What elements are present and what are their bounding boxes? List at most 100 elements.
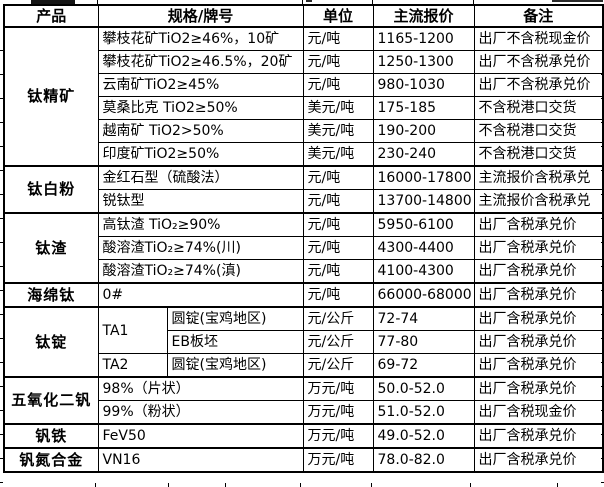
unit-cell: 元/吨 <box>302 236 374 260</box>
spec-cell: 莫桑比克 TiO2≥50% <box>97 96 304 120</box>
header-unit: 单位 <box>302 4 374 28</box>
spec-cell: 99%（粉状） <box>97 400 304 425</box>
crop-artifact-title <box>31 0 75 4</box>
table-row: 钛白粉 金红石型（硫酸法） 元/吨 16000-17800 主流报价含税承兑 <box>3 165 604 214</box>
crop-artifact <box>552 0 603 2</box>
shape-cell: EB板坯 <box>166 330 304 354</box>
spec-cell: 越南矿 TiO2>50% <box>97 119 304 143</box>
note-cell: 不含税港口交货 <box>473 119 604 143</box>
price-cell: 4100-4300 <box>372 259 475 284</box>
header-spec: 规格/牌号 <box>97 4 304 28</box>
crop-artifact <box>470 483 471 487</box>
spec-cell: FeV50 <box>97 423 304 449</box>
crop-artifact <box>97 0 98 4</box>
note-cell: 出厂含税承兑价 <box>473 282 604 308</box>
unit-cell: 万元/吨 <box>302 423 374 449</box>
note-cell: 出厂含税承兑价 <box>473 212 604 237</box>
note-cell: 出厂含税承兑价 <box>473 353 604 378</box>
price-cell: 1165-1200 <box>372 26 475 51</box>
crop-artifact <box>302 0 303 4</box>
crop-artifact <box>306 0 312 2</box>
spec-cell: 0# <box>97 282 304 308</box>
product-cell: 钛白粉 <box>3 165 99 214</box>
price-cell: 230-240 <box>372 142 475 167</box>
table-row: 酸溶渣TiO₂≥74%(川) 元/吨 4300-4400 出厂含税承兑价 <box>4 236 604 260</box>
table-row: 印度矿TiO2≥50% 美元/吨 230-240 不含税港口交货 <box>4 142 604 167</box>
note-cell: 主流报价含税承兑 <box>473 165 604 190</box>
product-cell: 五氧化二钒 <box>3 376 99 425</box>
note-cell: 出厂含税承兑价 <box>473 306 604 331</box>
crop-artifact <box>473 0 474 4</box>
header-product: 产品 <box>3 4 99 28</box>
unit-cell: 元/吨 <box>302 189 374 214</box>
unit-cell: 万元/吨 <box>302 376 374 401</box>
crop-artifact <box>557 483 558 487</box>
spec-cell: 攀枝花矿TiO2≥46.5%，20矿 <box>97 50 304 74</box>
product-cell: 钛精矿 <box>3 26 99 167</box>
table-row: EB板坯 元/公斤 77-80 出厂含税承兑价 <box>4 330 604 354</box>
spec-cell: 攀枝花矿TiO2≥46%，10矿 <box>97 26 304 51</box>
price-cell: 175-185 <box>372 96 475 120</box>
crop-artifact <box>225 483 226 487</box>
table-row: 酸溶渣TiO₂≥74%(滇) 元/吨 4100-4300 出厂含税承兑价 <box>4 259 604 284</box>
price-cell: 49.0-52.0 <box>372 423 475 449</box>
unit-cell: 万元/吨 <box>302 447 374 473</box>
unit-cell: 美元/吨 <box>302 119 374 143</box>
product-cell: 海绵钛 <box>3 282 99 308</box>
price-table: 产品 规格/牌号 单位 主流报价 备注 钛精矿 攀枝花矿TiO2≥46%，10矿… <box>3 4 604 473</box>
price-cell: 980-1030 <box>372 73 475 97</box>
grade-cell: TA1 <box>97 306 168 354</box>
table-row: 钛锭 TA1 圆锭(宝鸡地区) 元/公斤 72-74 出厂含税承兑价 <box>3 306 604 378</box>
table-row: 钛精矿 攀枝花矿TiO2≥46%，10矿 元/吨 1165-1200 出厂不含税… <box>3 26 604 167</box>
header-note: 备注 <box>473 4 604 28</box>
unit-cell: 元/吨 <box>302 50 374 74</box>
unit-cell: 元/公斤 <box>302 353 374 378</box>
table-row: 海绵钛 0# 元/吨 66000-68000 出厂含税承兑价 <box>3 282 604 308</box>
price-cell: 66000-68000 <box>372 282 475 308</box>
note-cell: 出厂不含税现金价 <box>473 26 604 51</box>
note-cell: 不含税港口交货 <box>473 142 604 167</box>
spec-cell: 锐钛型 <box>97 189 304 214</box>
table-row: 99%（粉状） 万元/吨 51.0-52.0 出厂含税现金价 <box>4 400 604 425</box>
price-cell: 1250-1300 <box>372 50 475 74</box>
spec-cell: VN16 <box>97 447 304 473</box>
shape-cell: 圆锭(宝鸡地区) <box>166 353 304 378</box>
crop-artifact <box>95 483 96 487</box>
grade-cell: TA2 <box>97 353 168 378</box>
unit-cell: 元/吨 <box>302 26 374 51</box>
unit-cell: 美元/吨 <box>302 96 374 120</box>
price-cell: 5950-6100 <box>372 212 475 237</box>
table-row: TA2 圆锭(宝鸡地区) 元/公斤 69-72 出厂含税承兑价 <box>4 353 604 378</box>
price-cell: 4300-4400 <box>372 236 475 260</box>
table-row: 钛渣 高钛渣 TiO₂≥90% 元/吨 5950-6100 出厂含税承兑价 <box>3 212 604 284</box>
price-cell: 77-80 <box>372 330 475 354</box>
price-cell: 190-200 <box>372 119 475 143</box>
product-cell: 钒氮合金 <box>3 447 99 473</box>
note-cell: 出厂不含税承兑价 <box>473 50 604 74</box>
note-cell: 主流报价含税承兑 <box>473 189 604 214</box>
price-cell: 78.0-82.0 <box>372 447 475 473</box>
note-cell: 出厂不含税承兑价 <box>473 73 604 97</box>
unit-cell: 万元/吨 <box>302 400 374 425</box>
unit-cell: 元/吨 <box>302 73 374 97</box>
unit-cell: 元/吨 <box>302 282 374 308</box>
table-row: 越南矿 TiO2>50% 美元/吨 190-200 不含税港口交货 <box>4 119 604 143</box>
unit-cell: 元/吨 <box>302 165 374 190</box>
spec-cell: 高钛渣 TiO₂≥90% <box>97 212 304 237</box>
spec-cell: 98%（片状） <box>97 376 304 401</box>
unit-cell: 元/公斤 <box>302 330 374 354</box>
note-cell: 出厂含税承兑价 <box>473 447 604 473</box>
crop-artifact <box>372 0 373 4</box>
note-cell: 出厂含税承兑价 <box>473 259 604 284</box>
table-row: 五氧化二钒 98%（片状） 万元/吨 50.0-52.0 出厂含税承兑价 <box>3 376 604 425</box>
crop-artifact <box>300 483 301 487</box>
spec-cell: 云南矿TiO2≥45% <box>97 73 304 97</box>
unit-cell: 元/吨 <box>302 212 374 237</box>
header-row: 产品 规格/牌号 单位 主流报价 备注 <box>3 4 604 28</box>
note-cell: 不含税港口交货 <box>473 96 604 120</box>
note-cell: 出厂含税承兑价 <box>473 376 604 401</box>
unit-cell: 元/吨 <box>302 259 374 284</box>
table-row: 莫桑比克 TiO2≥50% 美元/吨 175-185 不含税港口交货 <box>4 96 604 120</box>
spec-cell: 印度矿TiO2≥50% <box>97 142 304 167</box>
